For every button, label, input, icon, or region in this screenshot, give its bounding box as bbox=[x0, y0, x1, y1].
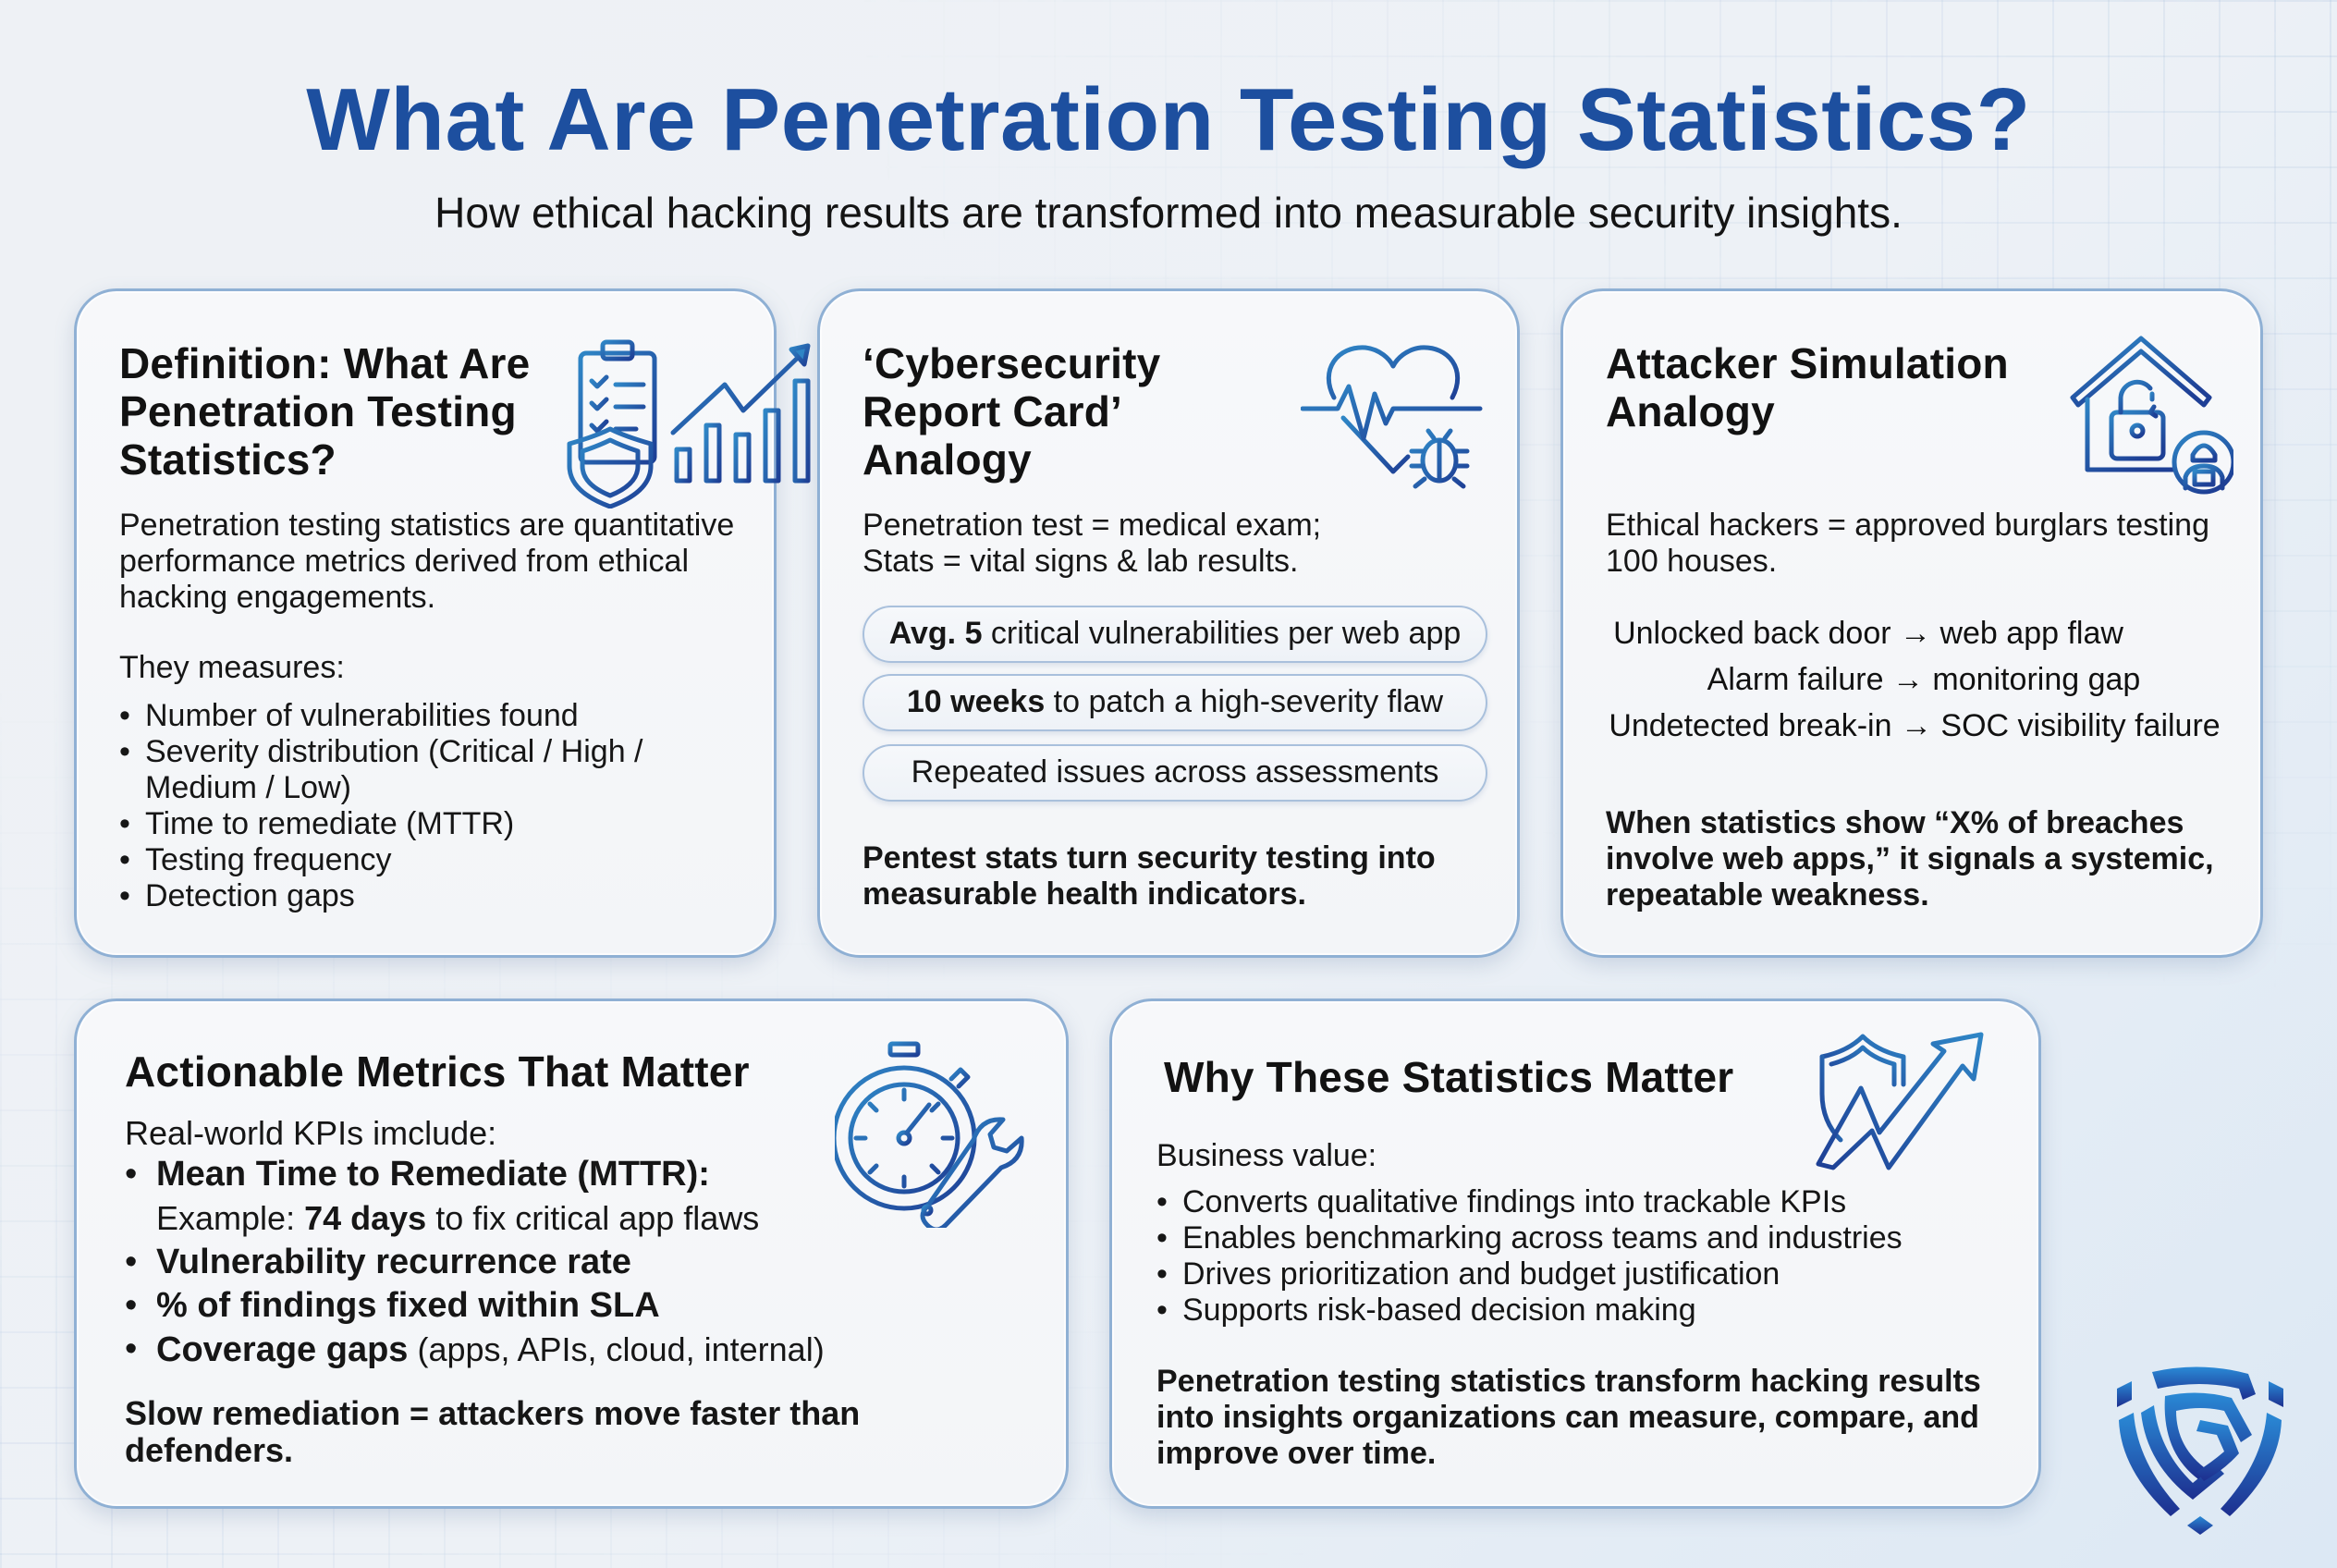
stat-text: Repeated issues across assessments bbox=[911, 754, 1439, 790]
why-card-title: Why These Statistics Matter bbox=[1164, 1053, 1734, 1101]
report-card-analogy-card: ‘Cybersecurity Report Card’ Analogy Pene… bbox=[817, 288, 1520, 958]
attacker-paragraph: Ethical hackers = approved burglars test… bbox=[1606, 508, 2209, 579]
list-item: % of findings fixed within SLA bbox=[125, 1284, 920, 1328]
list-item: Supports risk-based decision making bbox=[1156, 1292, 1988, 1329]
list-item: Detection gaps bbox=[119, 878, 748, 914]
list-item: Time to remediate (MTTR) bbox=[119, 806, 748, 842]
list-item: Severity distribution (Critical / High /… bbox=[119, 734, 748, 806]
metrics-intro: Real-world KPIs imclude: bbox=[125, 1114, 497, 1152]
example-value: 74 days bbox=[304, 1199, 427, 1237]
analogy-line: Unlocked back door → web app flaw bbox=[1613, 616, 2123, 651]
list-item: Testing frequency bbox=[119, 842, 748, 878]
metrics-card-title: Actionable Metrics That Matter bbox=[125, 1047, 750, 1096]
list-item: Mean Time to Remediate (MTTR): Example: … bbox=[125, 1153, 920, 1241]
stat-text: to patch a high-severity flaw bbox=[1045, 684, 1444, 719]
stat-pill-repeated-issues: Repeated issues across assessments bbox=[863, 744, 1487, 802]
metric-detail: (apps, APIs, cloud, internal) bbox=[408, 1330, 825, 1368]
paragraph-line: Stats = vital signs & lab results. bbox=[863, 544, 1299, 579]
list-item: Converts qualitative findings into track… bbox=[1156, 1184, 1988, 1220]
report-card-conclusion: Pentest stats turn security testing into… bbox=[863, 840, 1436, 912]
attacker-simulation-card: Attacker Simulation Analogy Ethical hack… bbox=[1560, 288, 2263, 958]
attacker-conclusion: When statistics show “X% of breaches inv… bbox=[1606, 805, 2214, 913]
example-prefix: Example: bbox=[156, 1199, 305, 1237]
list-item: Vulnerability recurrence rate bbox=[125, 1241, 920, 1284]
stat-value: Avg. 5 bbox=[888, 616, 983, 651]
definition-paragraph: Penetration testing statistics are quant… bbox=[119, 508, 735, 615]
definition-card: Definition: What Are Penetration Testing… bbox=[74, 288, 822, 958]
shield-trend-arrow-icon bbox=[1816, 1032, 1984, 1170]
business-value-list: Converts qualitative findings into track… bbox=[1156, 1184, 1988, 1329]
why-conclusion: Penetration testing statistics transform… bbox=[1156, 1364, 1981, 1471]
metrics-conclusion: Slow remediation = attackers move faster… bbox=[125, 1394, 861, 1469]
page-header: What Are Penetration Testing Statistics?… bbox=[0, 65, 2337, 240]
stat-value: 10 weeks bbox=[906, 684, 1046, 719]
paragraph-line: Penetration test = medical exam; bbox=[863, 508, 1322, 543]
stat-text: critical vulnerabilities per web app bbox=[982, 616, 1462, 651]
measures-label: They measures: bbox=[119, 650, 345, 685]
metric-name: % of findings fixed within SLA bbox=[156, 1286, 660, 1325]
stat-pill-critical-vulns: Avg. 5 critical vulnerabilities per web … bbox=[863, 606, 1487, 663]
metric-example: Example: 74 days to fix critical app fla… bbox=[156, 1199, 759, 1237]
page-subtitle: How ethical hacking results are transfor… bbox=[434, 189, 1903, 237]
metric-name: Coverage gaps bbox=[156, 1330, 409, 1369]
report-card-title: ‘Cybersecurity Report Card’ Analogy bbox=[863, 339, 1161, 484]
list-item: Drives prioritization and budget justifi… bbox=[1156, 1256, 1988, 1292]
report-card-paragraph: Penetration test = medical exam; Stats =… bbox=[863, 508, 1491, 580]
why-intro: Business value: bbox=[1156, 1138, 1377, 1173]
stat-pill-patch-time: 10 weeks to patch a high-severity flaw bbox=[863, 674, 1487, 731]
analogy-line: Undetected break-in → SOC visibility fai… bbox=[1609, 708, 2221, 743]
why-statistics-matter-card: Why These Statistics Matter Business val… bbox=[1109, 998, 2041, 1509]
heartbeat-bug-icon bbox=[1301, 345, 1483, 489]
metric-name: Mean Time to Remediate (MTTR): bbox=[156, 1155, 710, 1194]
actionable-metrics-card: Actionable Metrics That Matter Real-worl… bbox=[74, 998, 1069, 1509]
metric-name: Vulnerability recurrence rate bbox=[156, 1243, 631, 1281]
brand-shield-logo-icon bbox=[2117, 1366, 2283, 1535]
page-title: What Are Penetration Testing Statistics? bbox=[306, 70, 2031, 169]
example-rest: to fix critical app flaws bbox=[426, 1199, 760, 1237]
metrics-list: Mean Time to Remediate (MTTR): Example: … bbox=[125, 1153, 920, 1372]
house-lock-hacker-icon bbox=[2070, 336, 2233, 495]
definition-card-title: Definition: What Are Penetration Testing… bbox=[119, 339, 531, 484]
attacker-card-title: Attacker Simulation Analogy bbox=[1606, 339, 2009, 435]
measures-list: Number of vulnerabilities found Severity… bbox=[119, 698, 748, 914]
analogy-line: Alarm failure → monitoring gap bbox=[1707, 662, 2141, 697]
list-item: Coverage gaps (apps, APIs, cloud, intern… bbox=[125, 1328, 920, 1372]
list-item: Number of vulnerabilities found bbox=[119, 698, 748, 734]
list-item: Enables benchmarking across teams and in… bbox=[1156, 1220, 1988, 1256]
clipboard-chart-shield-icon bbox=[567, 339, 822, 508]
